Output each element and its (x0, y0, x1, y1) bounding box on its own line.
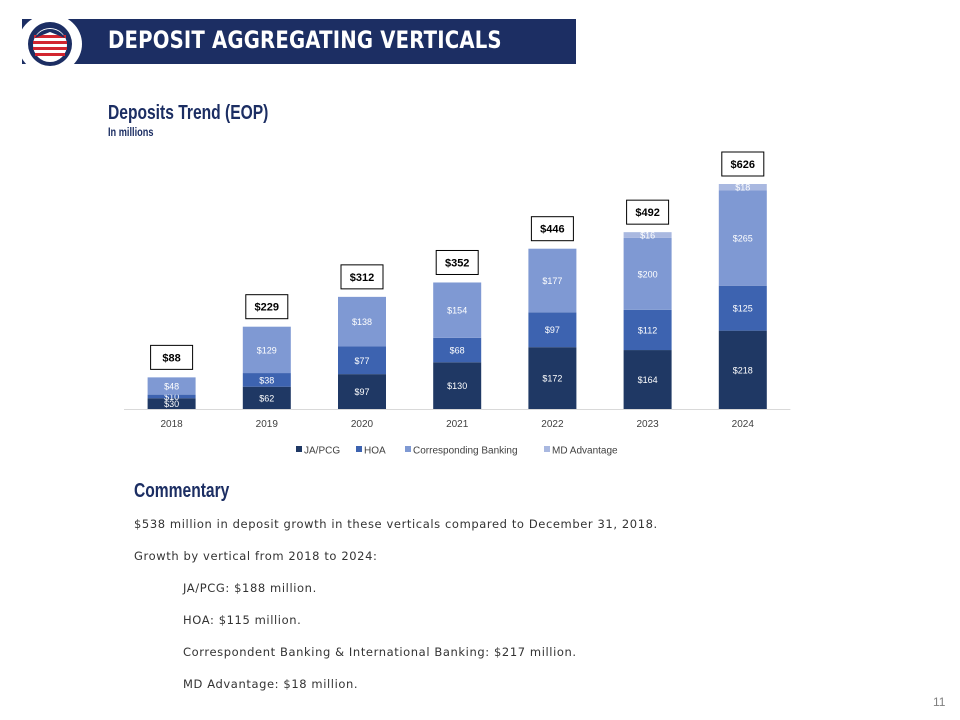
bar-data-label: $218 (733, 365, 753, 375)
bar-segment (433, 337, 482, 363)
bar-data-label: $77 (354, 356, 369, 366)
bar-data-label: $154 (447, 306, 467, 316)
header-accent (0, 19, 22, 64)
total-label: $492 (635, 207, 659, 219)
total-label-box (530, 216, 574, 242)
bar-data-label: $129 (257, 345, 277, 355)
bar-data-label: $200 (638, 269, 658, 279)
total-label-box (150, 344, 194, 370)
bar-segment (338, 346, 386, 375)
total-label-box (435, 249, 479, 275)
bar-data-label: $38 (259, 375, 274, 385)
bar-segment (242, 373, 291, 387)
legend-swatch (544, 446, 550, 452)
bar-data-label: $164 (638, 375, 658, 385)
bar-segment (338, 296, 386, 347)
bar-segment (433, 362, 482, 409)
x-tick-label: 2022 (541, 419, 564, 430)
bar-segment (718, 285, 767, 331)
bar-data-label: $48 (164, 381, 179, 391)
total-label-box (245, 294, 289, 320)
bar-segment (433, 282, 482, 338)
legend-label: JA/PCG (304, 446, 340, 457)
company-logo (18, 14, 82, 74)
x-tick-label: 2023 (636, 419, 659, 430)
total-label-box (626, 199, 670, 225)
x-tick-label: 2019 (256, 419, 279, 430)
commentary-line-growth: $538 million in deposit growth in these … (134, 517, 658, 531)
bar-data-label: $177 (542, 276, 562, 286)
bar-segment (623, 237, 672, 310)
bar-segment (718, 330, 767, 409)
bar-segment (718, 190, 767, 286)
bar-data-label: $97 (354, 387, 369, 397)
total-label: $88 (162, 352, 180, 364)
bar-segment (147, 394, 196, 399)
bar-segment (623, 350, 672, 409)
commentary-item: JA/PCG: $188 million. (183, 581, 317, 595)
total-label: $229 (255, 302, 279, 314)
bar-segment (623, 232, 672, 238)
chart-title: Deposits Trend (EOP) (108, 102, 269, 124)
commentary-item: Correspondent Banking & International Ba… (183, 645, 577, 659)
bar-segment (528, 347, 577, 409)
total-label-box (721, 151, 765, 177)
legend-label: HOA (364, 446, 386, 457)
x-tick-label: 2024 (732, 419, 755, 430)
bar-data-label: $172 (542, 374, 562, 384)
bar-data-label: $30 (164, 399, 179, 409)
total-label-box (340, 264, 384, 290)
bar-data-label: $138 (352, 317, 372, 327)
bar-segment (338, 374, 386, 409)
legend-swatch (405, 446, 411, 452)
legend-swatch (296, 446, 302, 452)
bar-segment (147, 377, 196, 395)
bar-data-label: $16 (640, 231, 655, 241)
bar-data-label: $130 (447, 381, 467, 391)
bar-data-label: $125 (733, 304, 753, 314)
bar-data-label: $97 (545, 325, 560, 335)
bar-segment (623, 309, 672, 351)
total-label: $626 (731, 159, 755, 171)
page-title: DEPOSIT AGGREGATING VERTICALS (108, 26, 502, 54)
x-tick-label: 2020 (351, 419, 374, 430)
bar-data-label: $62 (259, 393, 274, 403)
total-label: $352 (445, 257, 469, 269)
bar-segment (528, 312, 577, 348)
x-tick-label: 2021 (446, 419, 469, 430)
x-tick-label: 2018 (160, 419, 183, 430)
bar-data-label: $18 (735, 183, 750, 193)
bar-segment (528, 248, 577, 313)
legend-label: Corresponding Banking (413, 446, 518, 457)
bar-data-label: $112 (638, 325, 657, 335)
page-number: 11 (933, 695, 946, 709)
bar-segment (718, 184, 767, 191)
deposits-stacked-bar-chart: $30$10$48 $88 2018 $62 $38 $129 $229 2019 $97 $77… (124, 151, 791, 457)
bar-data-label: $10 (164, 392, 179, 402)
legend-label: MD Advantage (552, 446, 618, 457)
bar-segment (147, 398, 196, 409)
flag-globe-icon (28, 22, 72, 66)
bar-segment (242, 326, 291, 374)
commentary-line-by-vertical: Growth by vertical from 2018 to 2024: (134, 549, 378, 563)
header-bar (0, 19, 576, 64)
bar-segment (242, 386, 291, 409)
commentary-title: Commentary (134, 480, 230, 502)
chart-subtitle: In millions (108, 127, 154, 139)
legend-swatch (356, 446, 362, 452)
bar-data-label: $68 (450, 346, 465, 356)
bar-data-label: $265 (733, 234, 753, 244)
total-label: $446 (540, 224, 564, 236)
total-label: $312 (350, 272, 374, 284)
commentary-item: HOA: $115 million. (183, 613, 302, 627)
commentary-item: MD Advantage: $18 million. (183, 677, 359, 691)
